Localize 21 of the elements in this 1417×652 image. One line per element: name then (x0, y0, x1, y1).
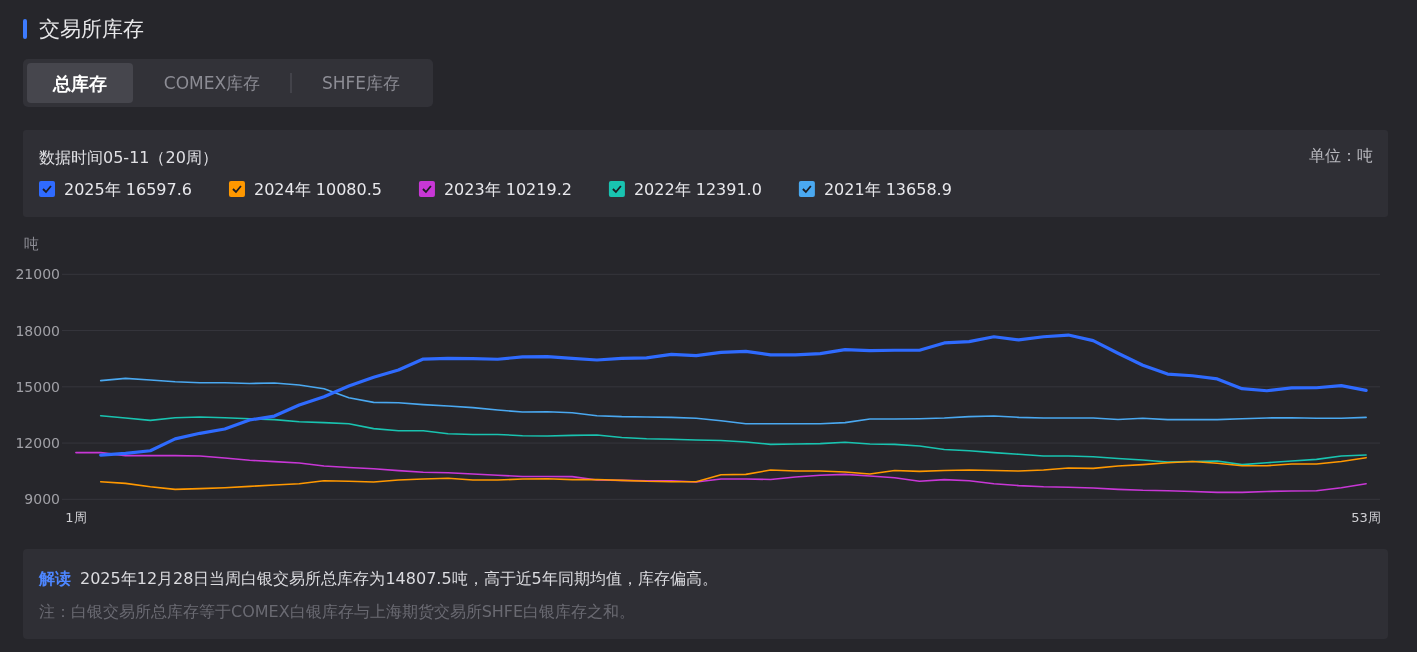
x-tick-label: 53周 (1351, 510, 1381, 525)
text: COMEX库存 (163, 73, 261, 93)
legend-label: 2024年 10080.5 (253, 180, 382, 199)
y-tick-label: 9000 (24, 491, 60, 508)
y-tick-label: 15000 (15, 378, 60, 395)
y-axis-title: 吨 (24, 235, 39, 253)
legend-label: 2023年 10219.2 (443, 180, 572, 199)
text: 单位：吨 (1309, 146, 1373, 165)
legend-label: 2025年 16597.6 (64, 180, 192, 199)
legend-label: 2021年 13658.9 (823, 180, 952, 199)
text: 2025年12月28日当周白银交易所总库存为14807.5吨，高于近5年同期均值，库存偏高。 (80, 569, 718, 588)
chart-title: 交易所库存 (39, 17, 144, 41)
x-tick-label: 1周 (65, 510, 87, 525)
y-tick-label: 18000 (15, 322, 60, 339)
text: 数据时间05-11（20周） (39, 148, 218, 167)
text: 总库存 (52, 73, 107, 94)
text: 解读 (38, 569, 71, 588)
y-tick-label: 21000 (15, 266, 60, 283)
legend-label: 2022年 12391.0 (633, 180, 762, 199)
y-tick-label: 12000 (15, 435, 60, 452)
text: SHFE库存 (321, 73, 401, 93)
